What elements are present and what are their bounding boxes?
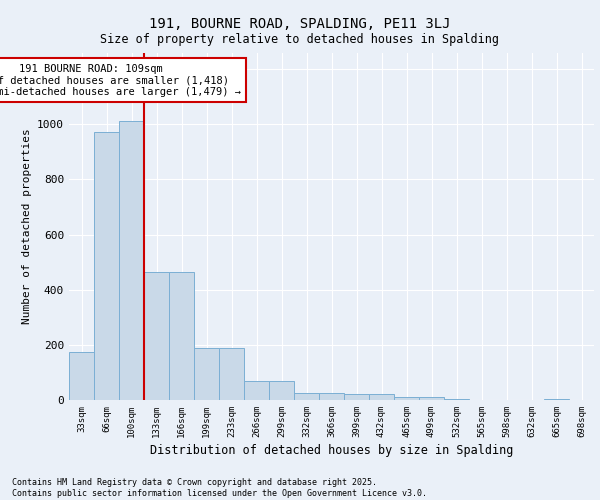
- Text: 191, BOURNE ROAD, SPALDING, PE11 3LJ: 191, BOURNE ROAD, SPALDING, PE11 3LJ: [149, 18, 451, 32]
- Bar: [369, 394, 394, 400]
- Text: 191 BOURNE ROAD: 109sqm
← 48% of detached houses are smaller (1,418)
51% of semi: 191 BOURNE ROAD: 109sqm ← 48% of detache…: [0, 64, 241, 96]
- Bar: [344, 394, 369, 400]
- Y-axis label: Number of detached properties: Number of detached properties: [22, 128, 32, 324]
- Bar: [294, 393, 319, 400]
- Bar: [419, 397, 444, 400]
- Bar: [194, 348, 219, 400]
- Bar: [94, 132, 119, 400]
- Text: Contains HM Land Registry data © Crown copyright and database right 2025.
Contai: Contains HM Land Registry data © Crown c…: [12, 478, 427, 498]
- Text: Size of property relative to detached houses in Spalding: Size of property relative to detached ho…: [101, 32, 499, 46]
- Bar: [319, 393, 344, 400]
- Bar: [244, 380, 269, 400]
- Bar: [394, 397, 419, 400]
- Bar: [269, 380, 294, 400]
- Bar: [544, 398, 569, 400]
- X-axis label: Distribution of detached houses by size in Spalding: Distribution of detached houses by size …: [150, 444, 513, 457]
- Bar: [219, 348, 244, 400]
- Bar: [444, 398, 469, 400]
- Bar: [69, 352, 94, 400]
- Bar: [119, 122, 144, 400]
- Bar: [144, 272, 169, 400]
- Bar: [169, 272, 194, 400]
